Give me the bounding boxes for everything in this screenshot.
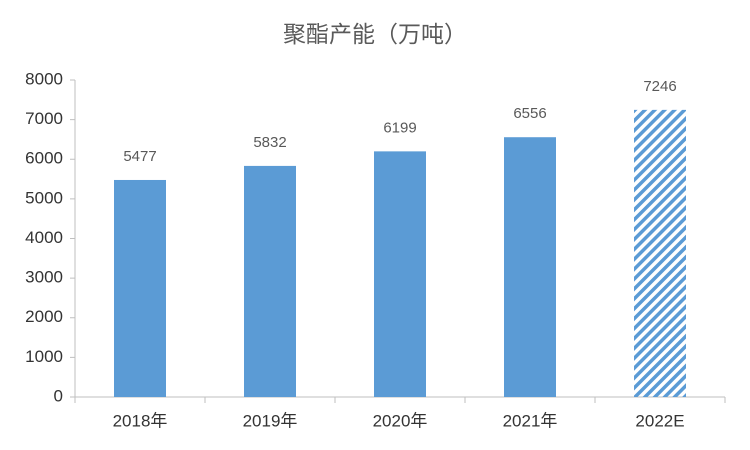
value-label: 7246 — [643, 78, 676, 95]
y-tick-label: 8000 — [25, 69, 63, 88]
y-tick-label: 4000 — [25, 228, 63, 247]
x-tick-label: 2019年 — [243, 411, 298, 430]
x-tick-label: 2022E — [635, 411, 684, 430]
value-label: 5832 — [253, 134, 286, 151]
bar — [244, 165, 296, 397]
bar — [114, 179, 166, 397]
y-tick-label: 7000 — [25, 109, 63, 128]
y-tick-label: 6000 — [25, 149, 63, 168]
value-label: 5477 — [123, 148, 156, 165]
value-label: 6556 — [513, 105, 546, 122]
x-tick-label: 2021年 — [503, 411, 558, 430]
y-tick-label: 1000 — [25, 347, 63, 366]
x-tick-label: 2020年 — [373, 411, 428, 430]
bar — [504, 137, 556, 397]
bar — [634, 109, 686, 397]
y-tick-label: 3000 — [25, 268, 63, 287]
x-tick-label: 2018年 — [113, 411, 168, 430]
y-tick-label: 2000 — [25, 307, 63, 326]
y-tick-label: 5000 — [25, 188, 63, 207]
chart-title: 聚酯产能（万吨） — [283, 21, 467, 47]
value-label: 6199 — [383, 119, 416, 136]
bar — [374, 151, 426, 397]
y-tick-label: 0 — [54, 386, 63, 405]
